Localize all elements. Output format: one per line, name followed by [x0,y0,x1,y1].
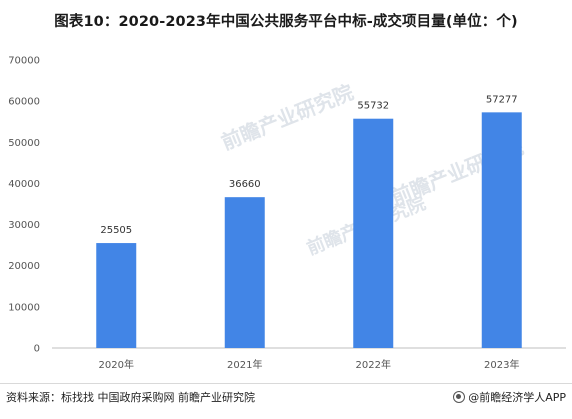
data-label: 57277 [486,94,518,105]
x-tick-label: 2022年 [356,358,391,371]
bar [224,197,265,348]
y-tick-label: 30000 [8,220,40,231]
x-tick-label: 2023年 [484,358,519,371]
bar [353,118,394,348]
y-tick-label: 20000 [8,261,40,272]
brand-logo-icon [453,391,466,403]
y-tick-label: 50000 [8,138,40,149]
y-tick-label: 10000 [8,302,40,313]
brand-attribution: @前瞻经济学人APP [453,389,566,405]
data-label: 55732 [357,101,389,112]
bars [96,112,522,348]
watermark-text: 前瞻产业研究院 [218,80,357,155]
bar [481,112,522,348]
x-tick-label: 2021年 [227,358,262,371]
y-tick-label: 40000 [8,179,40,190]
data-label: 25505 [100,225,132,236]
y-tick-label: 0 [34,344,40,355]
x-axis-ticks: 2020年 2021年 2022年 2023年 [99,358,520,371]
x-tick-label: 2020年 [99,358,134,371]
data-labels: 25505 36660 55732 57277 [100,94,517,236]
source-note: 资料来源：标找找 中国政府采购网 前瞻产业研究院 [6,391,255,404]
chart-title: 图表10：2020-2023年中国公共服务平台中标-成交项目量(单位：个) [54,14,518,30]
footer-divider [0,383,572,384]
y-tick-label: 60000 [8,97,40,108]
y-axis-ticks: 0 10000 20000 30000 40000 50000 60000 70000 [8,56,40,355]
bar [96,243,137,348]
data-label: 36660 [229,179,261,190]
y-tick-label: 70000 [8,56,40,67]
brand-text: @前瞻经济学人APP [468,391,566,404]
